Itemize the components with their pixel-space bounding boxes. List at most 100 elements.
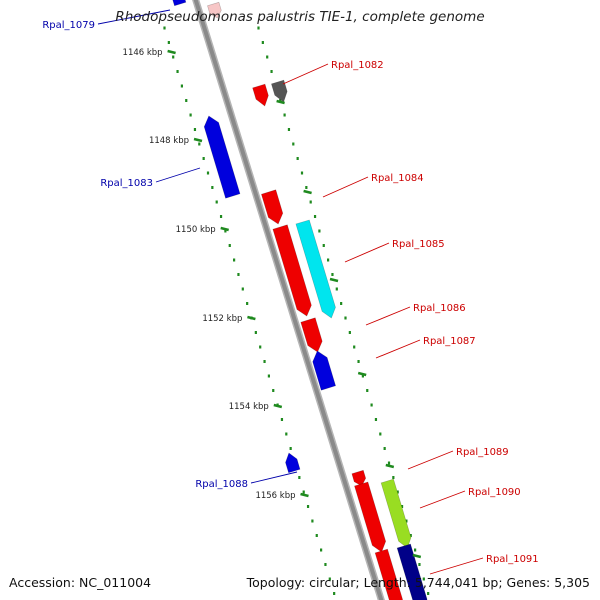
tick-dot <box>172 55 175 59</box>
tick-dot <box>185 99 188 102</box>
rpal-1087-gene[interactable] <box>300 317 323 353</box>
rpal-1083-gene[interactable] <box>203 115 241 199</box>
tick-label: 1152 kbp <box>202 314 242 324</box>
tick-dot <box>266 55 269 59</box>
tick-dot <box>206 171 210 175</box>
unlabeled-gene-arrow[interactable] <box>374 548 403 600</box>
tick-dot <box>366 389 369 392</box>
tick-dot <box>409 534 412 537</box>
rpal-1091-label[interactable]: Rpal_1091 <box>486 554 539 565</box>
rpal-1083-leader-line <box>155 167 201 183</box>
rpal-1087-label[interactable]: Rpal_1087 <box>423 336 476 347</box>
tick-dot <box>418 563 421 566</box>
tick-dot <box>315 534 318 537</box>
tick-label: 1156 kbp <box>255 491 295 501</box>
tick-dot <box>198 142 201 146</box>
backbone-line <box>193 0 384 600</box>
tick-dot <box>224 229 227 233</box>
tick-dot <box>296 157 299 160</box>
unlabeled-gene[interactable] <box>252 83 269 107</box>
unlabeled-gene-arrow[interactable] <box>252 83 269 107</box>
tick-mark <box>273 403 283 409</box>
tick-dot <box>374 418 378 421</box>
rpal-1086-gene-arrow[interactable] <box>272 224 312 317</box>
tick-dot <box>215 200 218 204</box>
tick-dot <box>237 273 240 276</box>
rpal-1083-gene-arrow[interactable] <box>203 115 241 199</box>
rpal-1088-label[interactable]: Rpal_1088 <box>195 479 248 490</box>
tick-dot <box>379 432 382 436</box>
tick-dot <box>357 360 360 363</box>
rpal-1079-gene-arrow[interactable] <box>170 0 187 7</box>
rpal-1091-gene[interactable] <box>396 543 428 600</box>
genes <box>170 0 428 600</box>
rpal-1089-gene-arrow[interactable] <box>351 469 367 487</box>
rpal-1084-label[interactable]: Rpal_1084 <box>371 173 424 184</box>
unlabeled-gene[interactable] <box>374 548 403 600</box>
tick-mark <box>300 492 309 498</box>
rpal-1087-gene-arrow[interactable] <box>300 317 323 353</box>
rpal-1089-gene[interactable] <box>351 469 367 487</box>
tick-dot <box>427 592 430 595</box>
rpal-1090-gene[interactable] <box>380 478 412 549</box>
rpal-1085-label[interactable]: Rpal_1085 <box>392 239 445 250</box>
rpal-1086-gene[interactable] <box>272 224 312 317</box>
tick-dot <box>261 41 264 44</box>
tick-mark <box>167 49 176 55</box>
tick-dot <box>313 215 317 218</box>
rpal-1082-label[interactable]: Rpal_1082 <box>331 60 384 71</box>
tick-dot <box>414 548 417 552</box>
tick-dot <box>272 389 275 392</box>
rpal-1086-label[interactable]: Rpal_1086 <box>413 303 466 314</box>
tick-dot <box>302 490 305 494</box>
ticks: 1146 kbp 1148 kbp 1150 kbp 1152 kbp 1154 kbp… <box>123 48 422 559</box>
tick-dot <box>324 563 327 566</box>
tick-dot <box>353 345 356 349</box>
tick-dot <box>327 258 330 262</box>
topology-summary: Topology: circular; Length: 5,744,041 bp… <box>246 575 590 590</box>
tick-dot <box>333 592 336 595</box>
tick-dot <box>163 26 166 30</box>
tick-dot <box>270 70 273 73</box>
tick-mark <box>220 226 230 232</box>
rpal-1090-label[interactable]: Rpal_1090 <box>468 487 521 498</box>
tick-dot <box>383 447 386 450</box>
tick-dot <box>311 519 314 523</box>
rpal-1090-gene-arrow[interactable] <box>380 478 412 549</box>
unlabeled-gene-arrow[interactable] <box>207 1 222 19</box>
rpal-1084-gene-arrow[interactable] <box>261 189 284 225</box>
unlabeled-gene-arrow[interactable] <box>354 481 387 553</box>
tick-dot <box>306 505 310 508</box>
tick-dot <box>259 345 262 349</box>
tick-dot <box>348 331 351 334</box>
tick-mark <box>412 553 422 559</box>
tick-label: 1148 kbp <box>149 136 189 146</box>
rpal-1083-label[interactable]: Rpal_1083 <box>100 178 153 189</box>
accession-text: Accession: NC_011004 <box>9 575 152 590</box>
rpal-1085-gene-arrow[interactable] <box>295 219 336 319</box>
rpal-1082-gene-arrow[interactable] <box>271 79 288 103</box>
tick-dot <box>422 577 425 581</box>
rpal-1089-leader-line <box>407 450 454 470</box>
rpal-1084-gene[interactable] <box>261 189 284 225</box>
tick-dot <box>344 316 347 320</box>
rpal-1091-gene-arrow[interactable] <box>396 543 428 600</box>
tick-dot <box>263 360 266 363</box>
rpal-1082-gene[interactable] <box>271 79 288 103</box>
rpal-1085-gene[interactable] <box>295 219 336 319</box>
unlabeled-gene[interactable] <box>354 481 387 553</box>
rpal-1089-label[interactable]: Rpal_1089 <box>456 447 509 458</box>
tick-dot <box>318 229 321 233</box>
rpal-1088-gene[interactable] <box>285 452 301 474</box>
tick-dot <box>298 476 301 479</box>
unlabeled-gene[interactable] <box>207 1 222 19</box>
rpal-1079-gene[interactable] <box>170 0 187 7</box>
tick-dot <box>202 157 205 160</box>
tick-dot <box>305 186 308 189</box>
tick-dot <box>340 302 343 305</box>
rpal-1088-gene-arrow[interactable] <box>285 452 301 474</box>
rpal-1079-label[interactable]: Rpal_1079 <box>42 20 95 31</box>
rpal-1088-gene[interactable] <box>312 350 336 391</box>
rpal-1088-gene-arrow[interactable] <box>312 350 336 391</box>
tick-dot <box>289 447 292 450</box>
